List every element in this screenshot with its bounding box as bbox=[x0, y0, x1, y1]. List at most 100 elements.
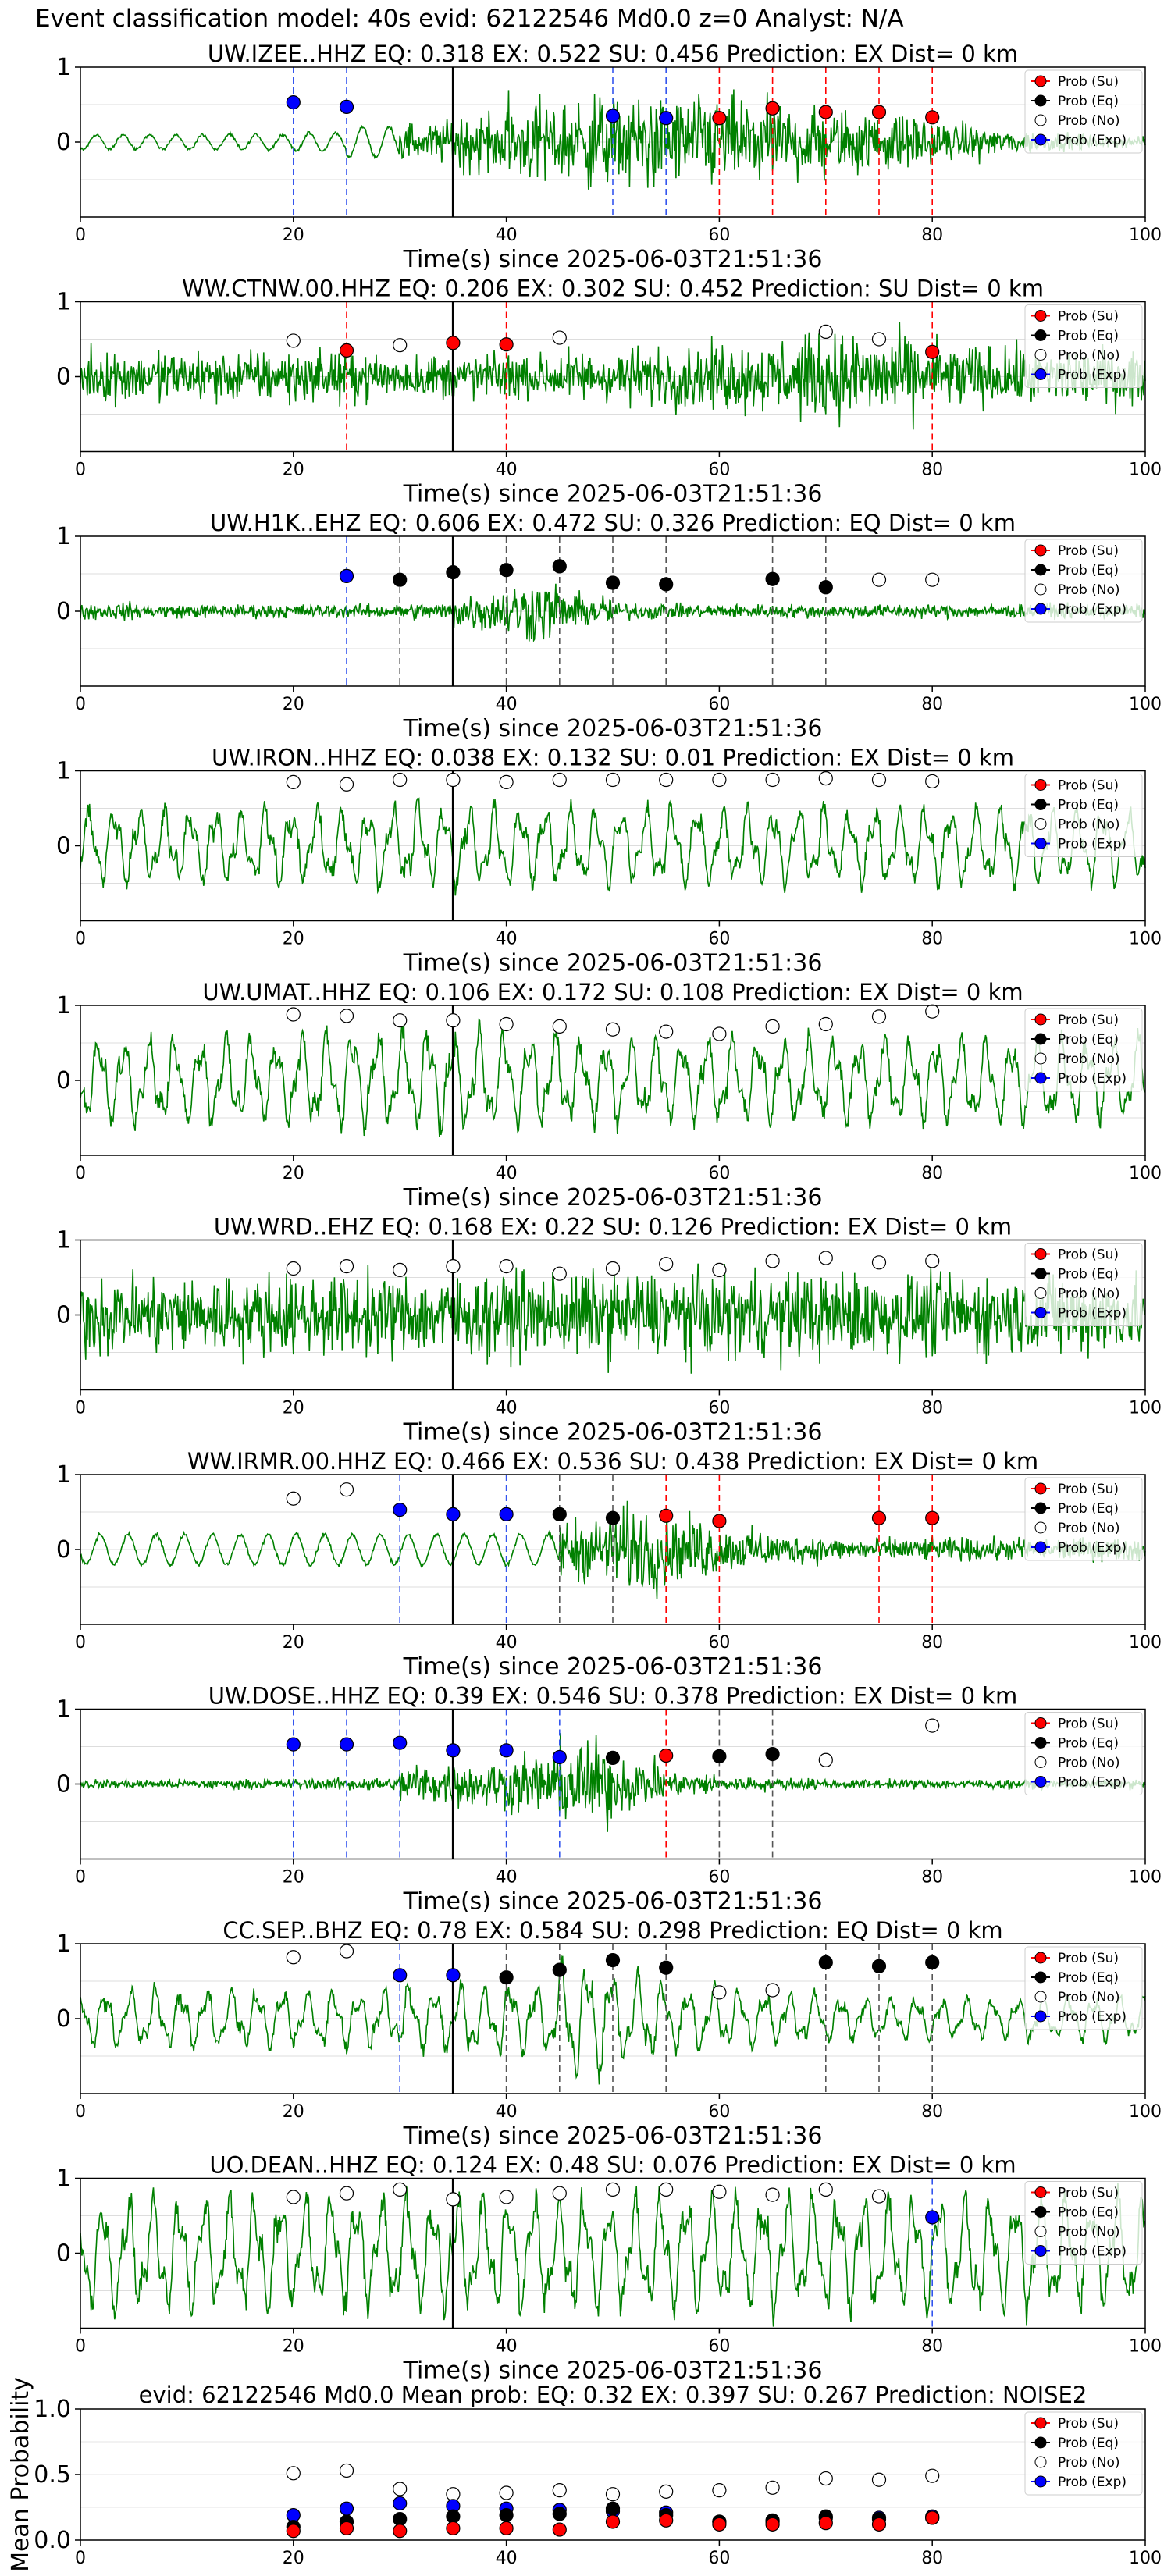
x-tick-label: 20 bbox=[283, 695, 304, 714]
x-tick-label: 0 bbox=[75, 226, 86, 245]
legend-marker bbox=[1034, 2010, 1047, 2023]
x-tick-label: 40 bbox=[496, 930, 518, 949]
legend-marker bbox=[1034, 1287, 1047, 1299]
mean-prob-point-no bbox=[446, 2487, 461, 2502]
legend-marker bbox=[1034, 1737, 1047, 1749]
prob-point-no bbox=[393, 1262, 408, 1278]
prob-point-su bbox=[339, 343, 354, 358]
x-tick-label: 80 bbox=[921, 1868, 943, 1888]
prob-point-su bbox=[446, 336, 461, 350]
x-axis-label: Time(s) since 2025-06-03T21:51:36 bbox=[403, 950, 823, 977]
prob-point-no bbox=[605, 772, 621, 788]
legend-box bbox=[1024, 774, 1143, 857]
legend-marker bbox=[1034, 1248, 1047, 1260]
mean-prob-point-eq bbox=[499, 2507, 514, 2523]
prob-point-eq bbox=[605, 575, 621, 590]
panel-title: UO.DEAN..HHZ EQ: 0.124 EX: 0.48 SU: 0.07… bbox=[209, 2152, 1016, 2179]
prob-point-no bbox=[818, 770, 833, 786]
legend-label: Prob (Exp) bbox=[1058, 2475, 1127, 2490]
x-tick-label: 20 bbox=[283, 2549, 304, 2568]
prob-point-eq bbox=[605, 1750, 621, 1765]
legend-marker bbox=[1034, 1482, 1047, 1495]
mean-prob-point-no bbox=[499, 2485, 514, 2500]
legend-label: Prob (Exp) bbox=[1058, 837, 1127, 852]
legend-label: Prob (Su) bbox=[1058, 2186, 1119, 2201]
x-tick-label: 60 bbox=[708, 1164, 730, 1183]
figure-suptitle: Event classification model: 40s evid: 62… bbox=[35, 5, 904, 33]
x-tick-label: 60 bbox=[708, 2337, 730, 2357]
prob-point-eq bbox=[605, 1953, 621, 1968]
x-tick-label: 60 bbox=[708, 1868, 730, 1888]
legend-box bbox=[1024, 69, 1143, 154]
prob-point-exp bbox=[393, 1968, 408, 1983]
prob-point-no bbox=[552, 1266, 567, 1281]
legend-box bbox=[1024, 2411, 1143, 2496]
legend-label: Prob (Su) bbox=[1058, 1247, 1119, 1263]
x-axis-label: Time(s) since 2025-06-03T21:51:36 bbox=[403, 715, 823, 742]
x-tick-label: 20 bbox=[283, 1164, 304, 1183]
legend-label: Prob (Eq) bbox=[1058, 1267, 1119, 1283]
mean-prob-point-su bbox=[552, 2522, 567, 2537]
prob-point-exp bbox=[552, 1749, 567, 1765]
prob-point-no bbox=[925, 1718, 940, 1733]
prob-point-exp bbox=[446, 1968, 461, 1983]
mean-prob-point-no bbox=[286, 2466, 301, 2481]
axes-frame: 0 20 40 60 80 100 1 0 bbox=[56, 289, 1162, 480]
x-tick-label: 100 bbox=[1129, 2337, 1162, 2357]
prob-point-no bbox=[712, 1985, 727, 2000]
prob-point-su bbox=[818, 105, 833, 119]
mean-prob-point-su bbox=[925, 2510, 940, 2525]
legend-marker bbox=[1034, 133, 1047, 146]
legend-marker bbox=[1034, 2456, 1047, 2468]
axes-frame: 0 20 40 60 80 100 1 0 bbox=[56, 758, 1162, 949]
legend-label: Prob (No) bbox=[1058, 1521, 1120, 1536]
prob-point-eq bbox=[552, 1962, 567, 1977]
legend-marker bbox=[1034, 2186, 1047, 2198]
prob-point-exp bbox=[393, 1503, 408, 1517]
x-tick-label: 80 bbox=[921, 2549, 943, 2568]
legend-label: Prob (Su) bbox=[1058, 1012, 1119, 1028]
mean-prob-point-exp bbox=[286, 2507, 301, 2523]
x-tick-label: 100 bbox=[1129, 2549, 1162, 2568]
prob-point-no bbox=[871, 1255, 887, 1270]
prob-point-no bbox=[871, 572, 887, 587]
prob-point-su bbox=[925, 344, 940, 359]
x-axis-label: Time(s) since 2025-06-03T21:51:36 bbox=[403, 1184, 823, 1212]
mean-prob-point-eq bbox=[605, 2501, 621, 2516]
y-tick-label: 0 bbox=[56, 1067, 71, 1094]
x-tick-label: 20 bbox=[283, 1633, 304, 1653]
legend-marker bbox=[1034, 75, 1047, 87]
legend-label: Prob (Su) bbox=[1058, 1951, 1119, 1966]
prob-point-no bbox=[818, 1016, 833, 1032]
legend-marker bbox=[1034, 310, 1047, 322]
prob-point-no bbox=[818, 2182, 833, 2197]
prob-point-no bbox=[871, 332, 887, 347]
mean-prob-point-su bbox=[393, 2524, 408, 2539]
x-tick-label: 80 bbox=[921, 461, 943, 480]
legend-box bbox=[1024, 304, 1143, 388]
legend-label: Prob (Exp) bbox=[1058, 2244, 1127, 2260]
x-tick-label: 100 bbox=[1129, 2102, 1162, 2122]
panel-title: UW.H1K..EHZ EQ: 0.606 EX: 0.472 SU: 0.32… bbox=[210, 510, 1016, 536]
prob-point-exp bbox=[286, 1737, 301, 1752]
x-tick-label: 0 bbox=[75, 1633, 86, 1653]
legend-box bbox=[1024, 1243, 1143, 1326]
prob-point-no bbox=[712, 2184, 727, 2199]
prob-point-no bbox=[339, 1482, 354, 1497]
mean-prob-point-eq bbox=[446, 2509, 461, 2524]
prob-point-no bbox=[818, 324, 833, 339]
prob-point-exp bbox=[499, 1743, 514, 1758]
prob-point-exp bbox=[499, 1507, 514, 1521]
mean-prob-point-su bbox=[286, 2524, 301, 2539]
waveform-trace bbox=[80, 797, 1146, 896]
x-axis-label: Time(s) since 2025-06-03T21:51:36 bbox=[403, 481, 823, 508]
prob-point-eq bbox=[659, 1960, 674, 1975]
legend-label: Prob (Eq) bbox=[1058, 1032, 1119, 1048]
legend-label: Prob (Exp) bbox=[1058, 2009, 1127, 2025]
legend-label: Prob (Eq) bbox=[1058, 1970, 1119, 1986]
prob-point-no bbox=[499, 2190, 514, 2204]
panel-title: UW.DOSE..HHZ EQ: 0.39 EX: 0.546 SU: 0.37… bbox=[208, 1683, 1018, 1710]
prob-point-no bbox=[286, 1261, 301, 1276]
legend-box bbox=[1024, 539, 1143, 623]
legend-marker bbox=[1034, 1717, 1047, 1729]
